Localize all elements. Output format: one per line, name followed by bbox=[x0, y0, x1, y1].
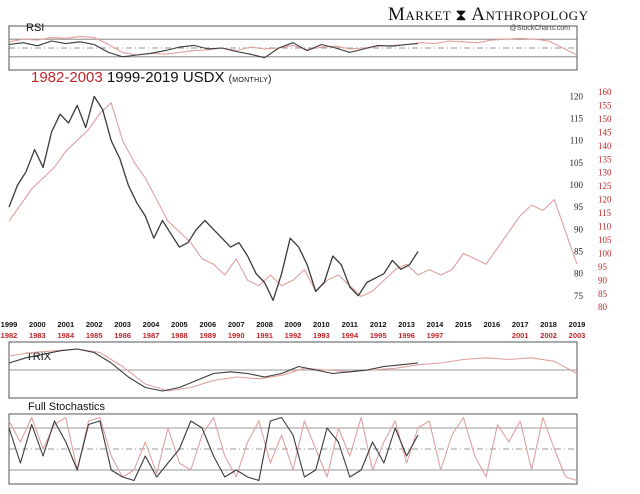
y-right-tick-label: 85 bbox=[598, 289, 608, 299]
y-right-tick-label: 105 bbox=[598, 235, 612, 245]
y-right-tick-label: 155 bbox=[598, 100, 612, 110]
y-right-tick-label: 100 bbox=[598, 248, 612, 258]
trix-black-series-line bbox=[8, 348, 419, 392]
brand-logo: Market ⧗ Anthropology @StockCharts.com bbox=[388, 4, 606, 36]
x-top-year-label: 2009 bbox=[285, 320, 302, 329]
rsi-panel-label: RSI bbox=[26, 22, 44, 34]
title-red-period: 1982-2003 bbox=[31, 69, 103, 86]
stochastics-red-series-line bbox=[8, 416, 578, 482]
x-top-year-label: 2011 bbox=[342, 320, 358, 329]
y-right-tick-label: 120 bbox=[598, 195, 612, 205]
brand-name-left: Market bbox=[388, 4, 452, 25]
brand-watermark: @StockCharts.com bbox=[509, 25, 570, 32]
x-bottom-year-label: 1997 bbox=[427, 331, 444, 340]
y-left-tick-label: 95 bbox=[574, 202, 584, 212]
y-right-tick-label: 145 bbox=[598, 127, 612, 137]
title-period: (monthly) bbox=[228, 74, 272, 85]
title-black-period: 1999-2019 bbox=[106, 69, 179, 86]
x-top-year-label: 2018 bbox=[540, 320, 557, 329]
y-right-tick-label: 80 bbox=[598, 302, 608, 312]
usdx-red-series-line bbox=[8, 102, 578, 298]
rsi-black-series-line bbox=[8, 40, 419, 59]
trix-red-series-line bbox=[8, 348, 578, 392]
stochastics-panel-label: Full Stochastics bbox=[28, 401, 106, 413]
x-bottom-year-label: 1988 bbox=[171, 331, 188, 340]
y-right-tick-label: 95 bbox=[598, 262, 608, 272]
x-top-year-label: 2013 bbox=[398, 320, 415, 329]
rsi-red-series-line bbox=[8, 36, 578, 56]
y-right-tick-label: 110 bbox=[598, 222, 612, 232]
x-bottom-year-label: 2003 bbox=[569, 331, 586, 340]
x-top-year-label: 2019 bbox=[569, 320, 586, 329]
x-top-year-label: 2004 bbox=[143, 320, 161, 329]
stochastics-black-series-line bbox=[8, 416, 419, 482]
x-bottom-year-label: 1993 bbox=[313, 331, 330, 340]
x-top-year-label: 2005 bbox=[171, 320, 188, 329]
x-top-year-label: 2003 bbox=[114, 320, 131, 329]
x-bottom-year-label: 1992 bbox=[285, 331, 302, 340]
x-top-year-label: 2002 bbox=[86, 320, 103, 329]
x-top-year-label: 2006 bbox=[199, 320, 216, 329]
x-top-year-label: 2016 bbox=[483, 320, 500, 329]
x-bottom-year-label: 1994 bbox=[341, 331, 359, 340]
y-right-tick-label: 130 bbox=[598, 168, 612, 178]
y-right-tick-label: 115 bbox=[598, 208, 612, 218]
x-top-year-label: 2015 bbox=[455, 320, 472, 329]
y-right-tick-label: 150 bbox=[598, 114, 612, 124]
y-right-tick-label: 90 bbox=[598, 275, 608, 285]
brand-title: Market ⧗ Anthropology bbox=[388, 4, 606, 26]
y-right-tick-label: 160 bbox=[598, 87, 612, 97]
x-top-year-label: 2017 bbox=[512, 320, 529, 329]
y-right-tick-label: 140 bbox=[598, 141, 612, 151]
x-top-year-label: 2008 bbox=[256, 320, 273, 329]
y-left-tick-label: 110 bbox=[570, 136, 584, 146]
x-top-year-label: 2007 bbox=[228, 320, 245, 329]
y-left-tick-label: 100 bbox=[570, 180, 584, 190]
title-symbol: USDX bbox=[182, 69, 225, 86]
y-left-tick-label: 90 bbox=[574, 224, 584, 234]
x-bottom-year-label: 1984 bbox=[57, 331, 75, 340]
usdx-black-series-line bbox=[8, 95, 419, 301]
x-bottom-year-label: 1990 bbox=[228, 331, 245, 340]
x-bottom-year-label: 1987 bbox=[143, 331, 160, 340]
x-bottom-year-label: 1995 bbox=[370, 331, 387, 340]
x-bottom-year-label: 1989 bbox=[199, 331, 216, 340]
brand-name-right: Anthropology bbox=[471, 4, 589, 25]
y-left-tick-label: 115 bbox=[570, 114, 584, 124]
x-bottom-year-label: 1982 bbox=[1, 331, 18, 340]
x-bottom-year-label: 1991 bbox=[256, 331, 273, 340]
x-bottom-year-label: 1986 bbox=[114, 331, 131, 340]
x-top-year-label: 2014 bbox=[427, 320, 445, 329]
x-bottom-year-label: 1996 bbox=[398, 331, 415, 340]
y-left-tick-label: 80 bbox=[574, 269, 584, 279]
x-bottom-year-label: 2002 bbox=[540, 331, 557, 340]
x-top-year-label: 2001 bbox=[57, 320, 74, 329]
x-bottom-year-label: 2001 bbox=[512, 331, 529, 340]
y-left-tick-label: 105 bbox=[570, 158, 584, 168]
y-left-tick-label: 75 bbox=[574, 291, 584, 301]
x-bottom-year-label: 1985 bbox=[86, 331, 103, 340]
y-left-tick-label: 85 bbox=[574, 247, 584, 257]
x-top-year-label: 2010 bbox=[313, 320, 330, 329]
x-bottom-year-label: 1983 bbox=[29, 331, 46, 340]
y-right-tick-label: 135 bbox=[598, 154, 612, 164]
chart-title: 1982-2003 1999-2019 USDX (monthly) bbox=[31, 69, 272, 86]
y-left-tick-label: 120 bbox=[570, 91, 584, 101]
y-right-tick-label: 125 bbox=[598, 181, 612, 191]
x-top-year-label: 1999 bbox=[1, 320, 18, 329]
dna-icon: ⧗ bbox=[455, 7, 468, 24]
x-top-year-label: 2012 bbox=[370, 320, 387, 329]
x-top-year-label: 2000 bbox=[29, 320, 46, 329]
